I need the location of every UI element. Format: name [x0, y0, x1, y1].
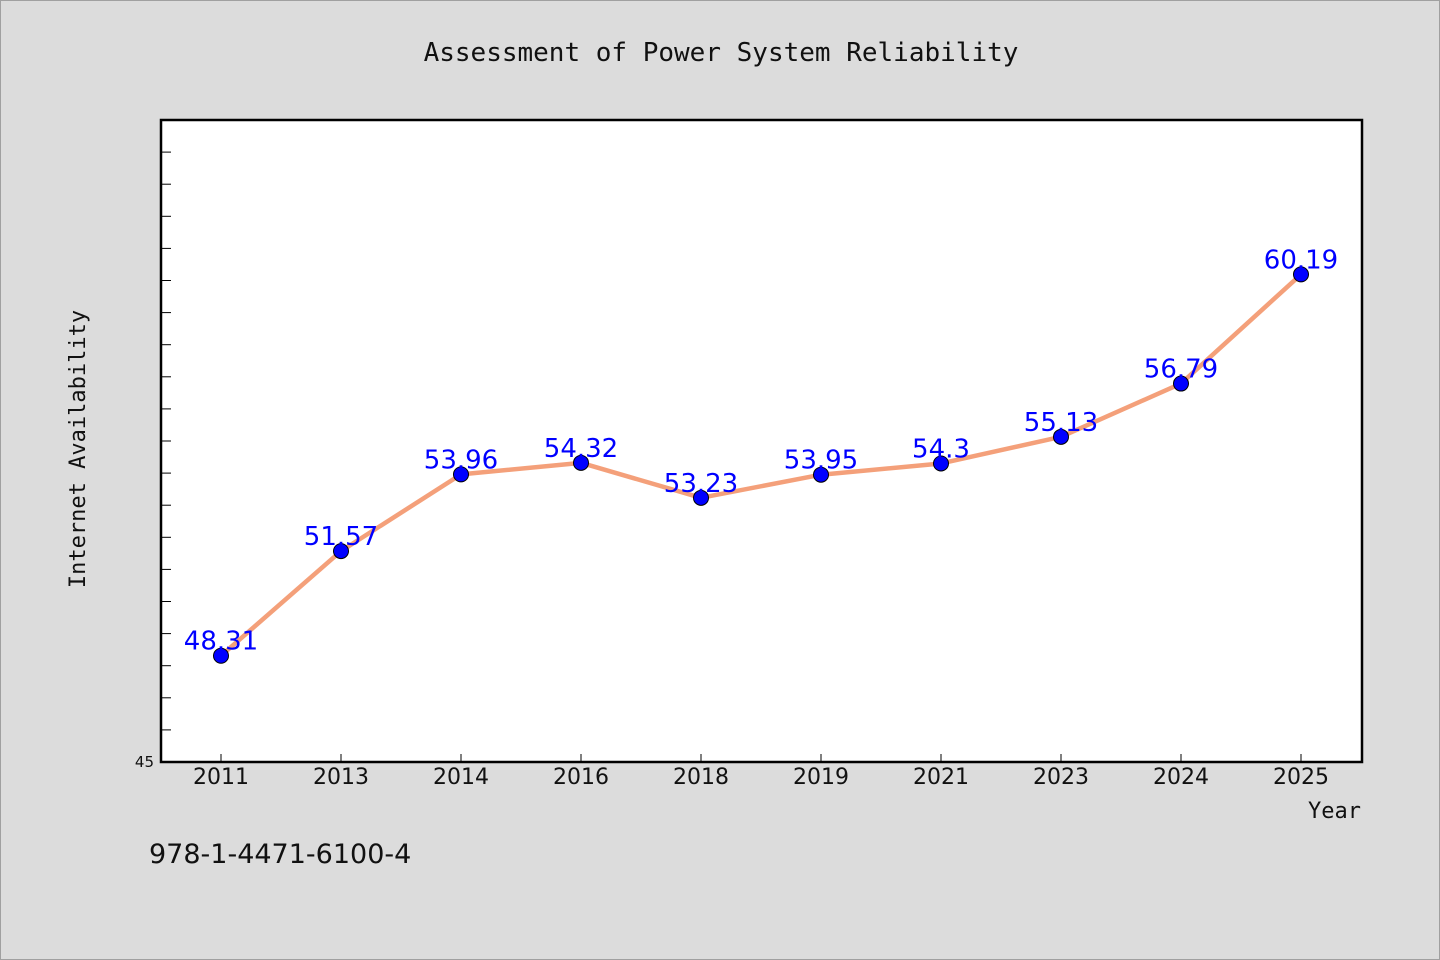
data-point-marker: [573, 454, 589, 471]
data-point-marker: [1293, 266, 1309, 283]
y-axis-title: Internet Availability: [66, 310, 91, 588]
data-point-marker: [1173, 375, 1189, 392]
x-tick-label: 2014: [433, 765, 489, 790]
x-tick-label: 2019: [793, 765, 849, 790]
isbn-label: 978-1-4471-6100-4: [149, 839, 411, 870]
y-tick-label-min: 45: [135, 753, 154, 771]
x-tick-label: 2023: [1033, 765, 1089, 790]
data-point-marker: [933, 455, 949, 472]
data-label: 54.3: [912, 434, 970, 464]
data-label: 53.23: [664, 469, 738, 499]
data-label: 51.57: [304, 522, 378, 552]
data-label: 55.13: [1024, 408, 1098, 438]
x-axis-title: Year: [1308, 799, 1361, 824]
data-label: 53.95: [784, 446, 858, 476]
x-tick-label: 2025: [1273, 765, 1329, 790]
x-tick-label: 2013: [313, 765, 369, 790]
data-point-marker: [453, 466, 469, 483]
chart-title: Assessment of Power System Reliability: [424, 38, 1019, 68]
data-labels: 48.31 51.57 53.96 54.32 53.23 53.95 54.3 55.13 5…: [184, 245, 1338, 656]
x-tick-label: 2018: [673, 765, 729, 790]
data-label: 60.19: [1264, 245, 1338, 275]
data-point-marker: [1053, 428, 1069, 445]
x-tick-label: 2024: [1153, 765, 1209, 790]
x-tick-label: 2016: [553, 765, 609, 790]
data-label: 54.32: [544, 434, 618, 464]
data-label: 48.31: [184, 627, 258, 657]
data-point-marker: [213, 647, 229, 664]
series-line: [218, 272, 1304, 658]
data-point-marker: [333, 543, 349, 560]
plot-area: [159, 118, 1364, 764]
y-axis-ticks: [161, 151, 171, 731]
series-markers: [213, 266, 1309, 664]
x-axis-ticks: 2011 2013 2014 2016 2018 2019 2021 2023 2024 2025: [193, 754, 1329, 790]
data-point-marker: [693, 489, 709, 506]
data-label: 53.96: [424, 445, 498, 475]
x-tick-label: 2021: [913, 765, 969, 790]
data-label: 56.79: [1144, 355, 1218, 385]
x-tick-label: 2011: [193, 765, 249, 790]
data-point-marker: [813, 466, 829, 483]
